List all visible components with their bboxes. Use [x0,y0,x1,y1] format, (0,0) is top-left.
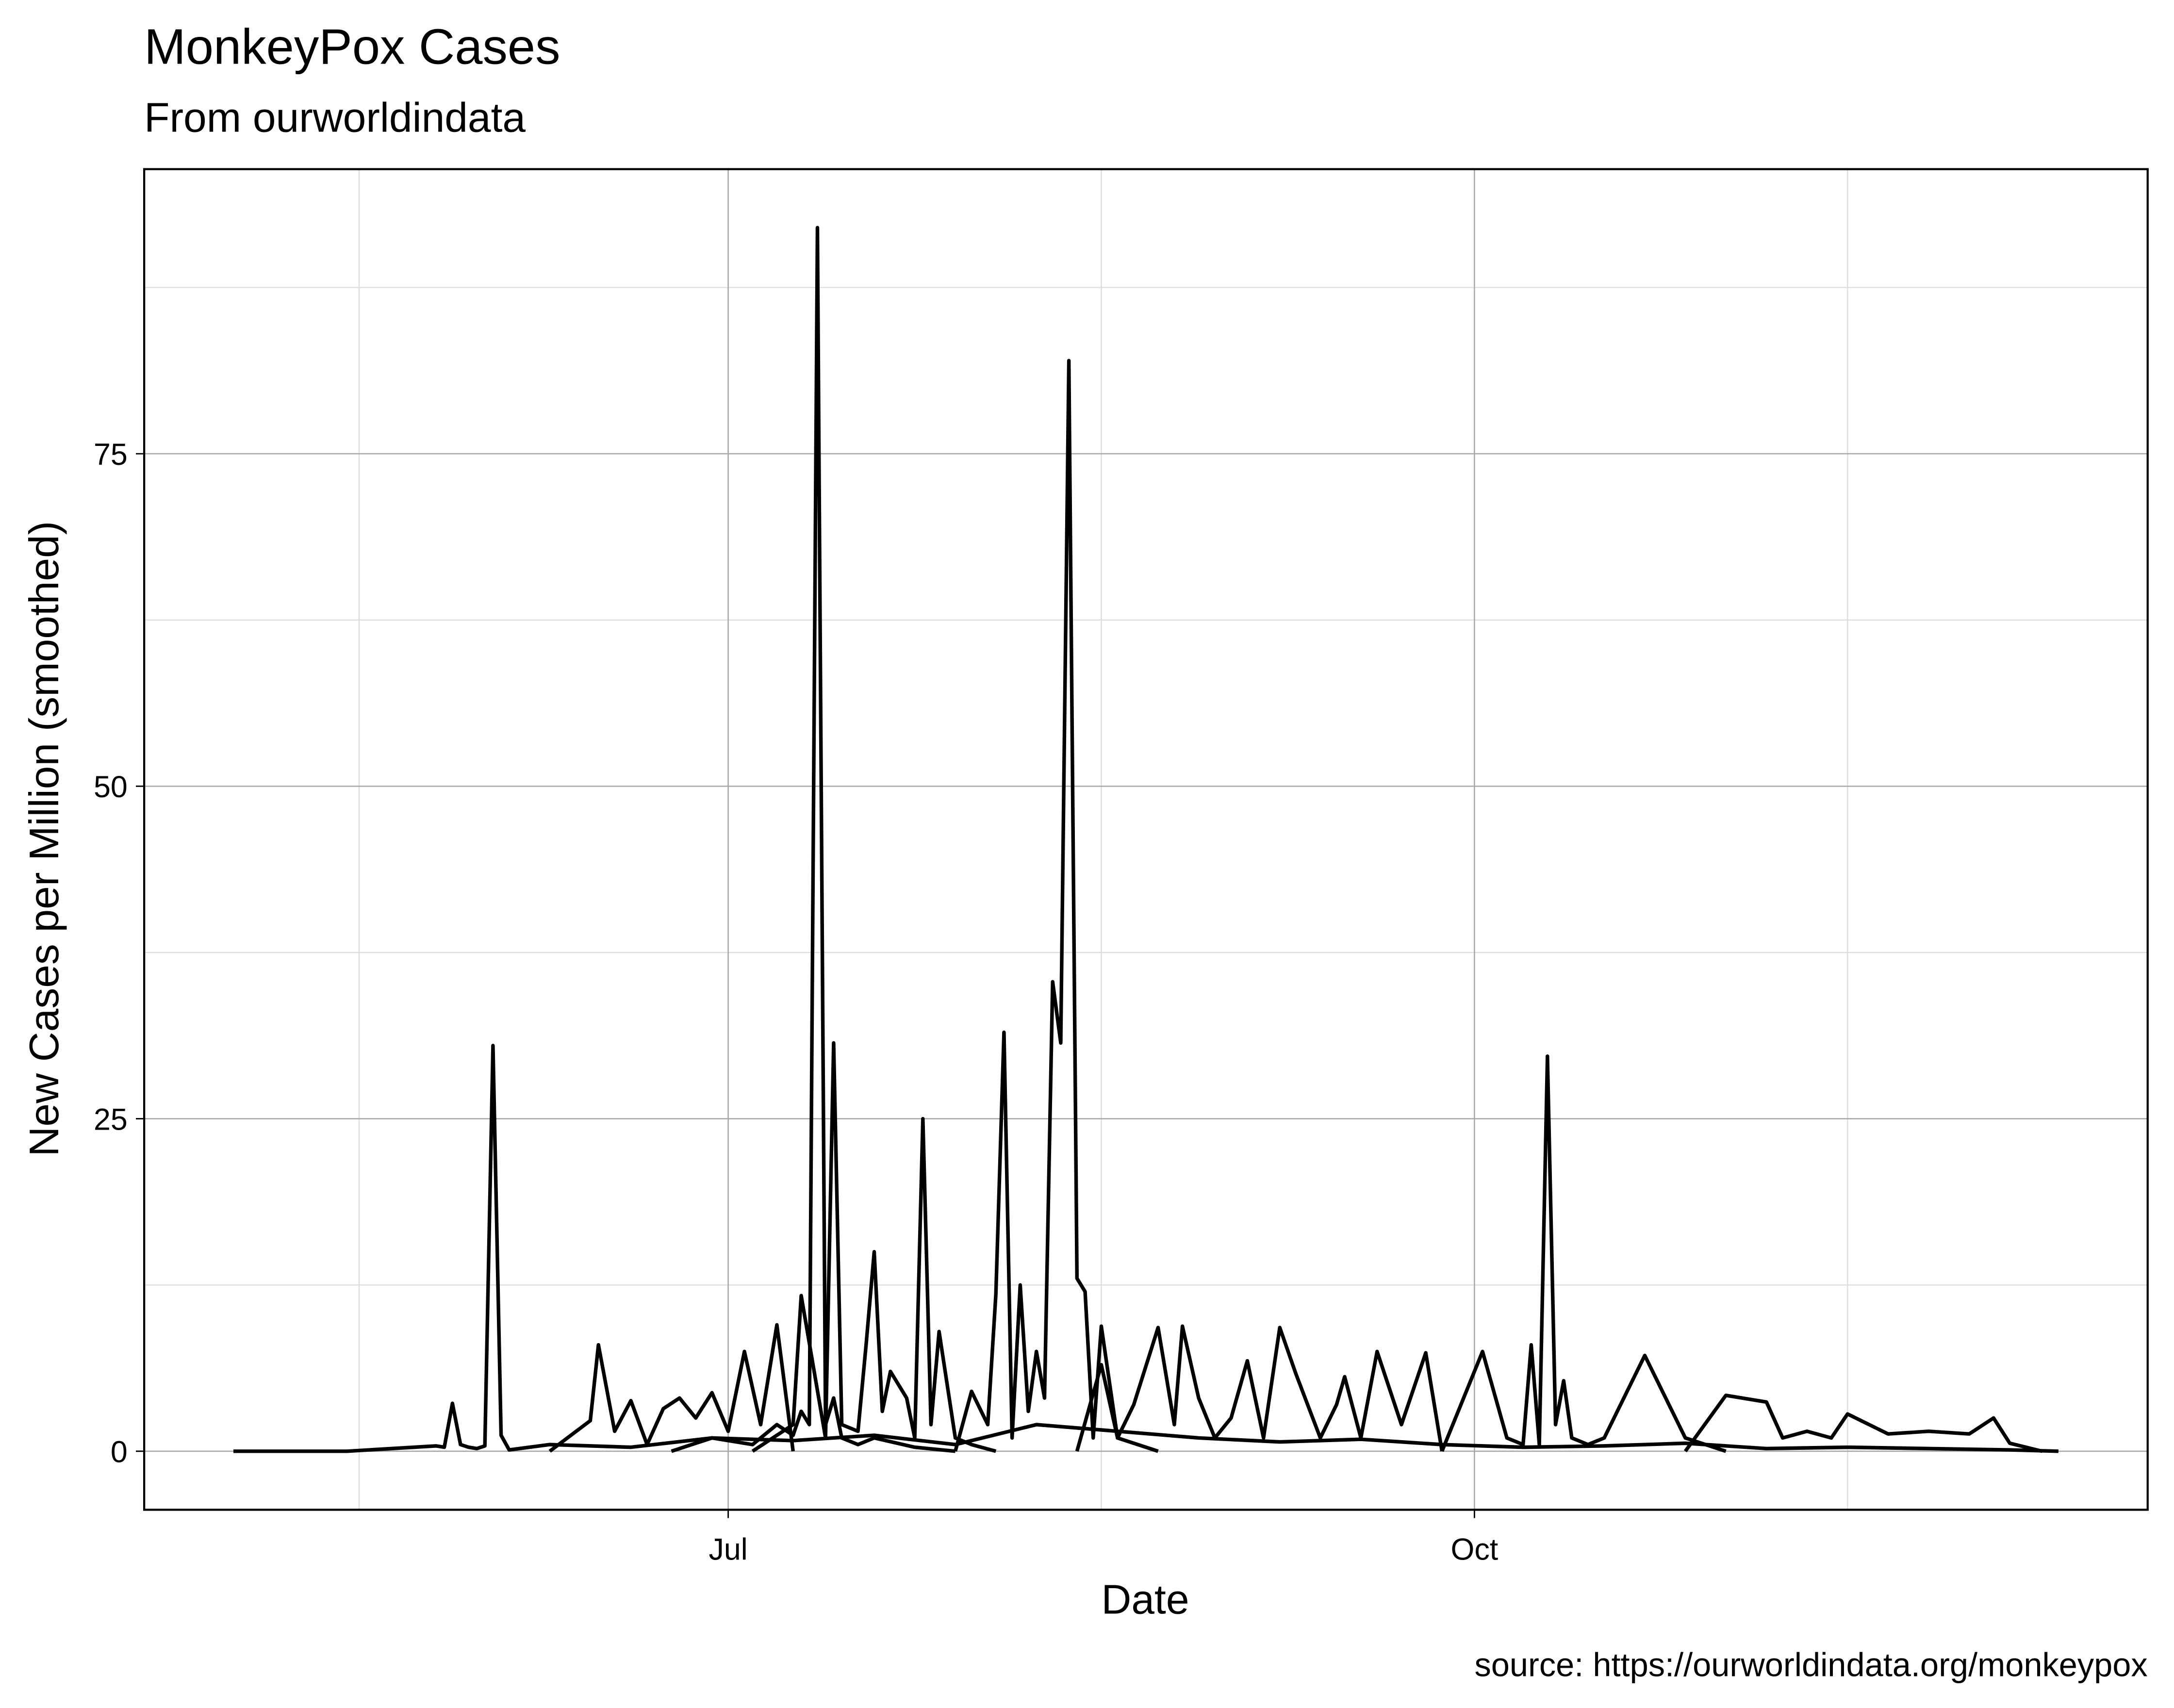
y-tick-label: 75 [94,438,128,472]
y-tick-label: 25 [94,1102,128,1136]
line [751,1041,997,1453]
x-tick-label: Oct [1450,1532,1498,1566]
y-tick-label: 50 [94,770,128,804]
line [954,359,1159,1453]
line [1075,1324,1444,1452]
chart-subtitle: From ourworldindata [144,94,526,141]
line [1440,1054,1727,1453]
plot-border [143,168,2149,1511]
x-axis-title: Date [1101,1577,1189,1623]
line [233,1044,2059,1453]
line [548,1323,795,1453]
line [1683,1394,2043,1453]
caption: source: https://ourworldindata.org/monke… [1474,1646,2147,1683]
line [671,226,955,1453]
y-tick-label: 0 [111,1435,128,1469]
y-axis-title: New Cases per Million (smoothed) [21,521,67,1157]
x-tick-label: Jul [708,1532,747,1566]
chart-title: MonkeyPox Cases [144,18,560,74]
